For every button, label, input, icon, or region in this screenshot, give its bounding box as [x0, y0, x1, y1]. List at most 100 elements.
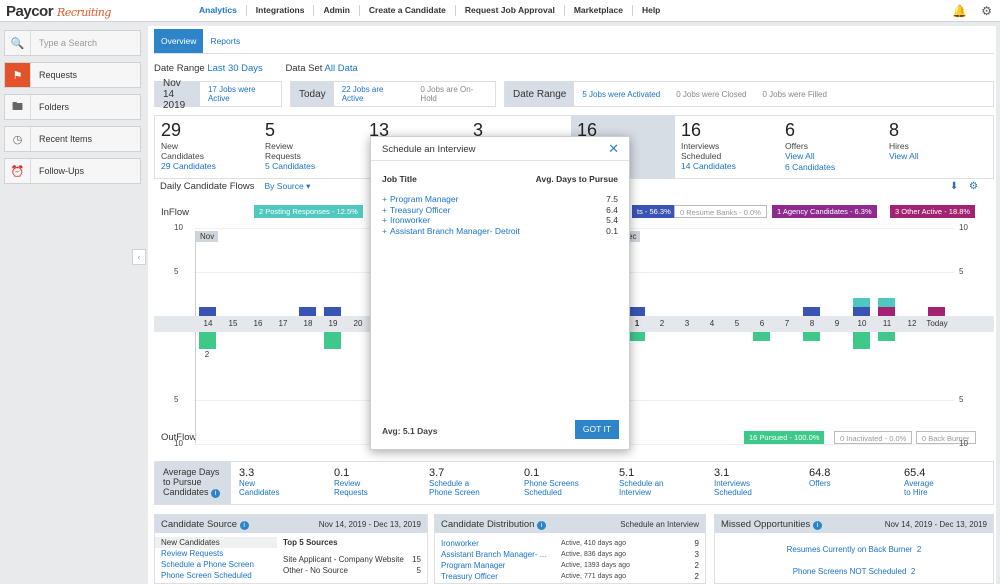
source-item-phone[interactable]: Schedule a Phone Screen [161, 560, 254, 569]
nav-integrations[interactable]: Integrations [245, 5, 314, 16]
candidate-source-panel: Candidate Source i Nov 14, 2019 - Dec 13,… [154, 514, 428, 584]
inflow-source-badge[interactable]: 2 Posting Responses - 12.5% [254, 205, 363, 218]
top-bar: Paycor Recruiting Analytics Integrations … [0, 0, 1000, 22]
jobs-active-link[interactable]: 17 Jobs were Active [207, 85, 256, 103]
panel-title: Candidate Source i [161, 519, 249, 530]
gear-icon[interactable]: ⚙ [981, 4, 992, 18]
filter-row: Date Range Last 30 Days Data Set All Dat… [154, 63, 378, 74]
average-days-value: 64.8 [809, 467, 831, 479]
jobs-active-today-link[interactable]: 22 Jobs are Active [341, 85, 384, 103]
sidebar-item-followups[interactable]: ⏰ Follow-Ups [4, 158, 141, 184]
average-days-item[interactable]: 3.7 Schedule a Phone Screen [429, 467, 480, 497]
close-icon[interactable]: ✕ [608, 141, 619, 156]
jobs-activated-link[interactable]: 5 Jobs were Activated [582, 89, 661, 99]
info-icon[interactable]: i [537, 520, 547, 530]
x-tick-label: 8 [809, 319, 815, 328]
download-icon[interactable]: ⬇ [949, 181, 959, 192]
panel-title: Candidate Distribution i [441, 519, 547, 530]
info-icon[interactable]: i [239, 520, 249, 530]
modal-row[interactable]: + Assistant Branch Manager- Detroit 0.1 [382, 225, 618, 236]
modal-row[interactable]: + Treasury Officer 6.4 [382, 204, 618, 215]
plus-icon[interactable]: + [382, 215, 387, 225]
modal-row[interactable]: + Program Manager 7.5 [382, 194, 618, 204]
stat-link[interactable]: 6 Candidates [785, 162, 836, 172]
average-days-label: Scheduled [714, 488, 752, 497]
collapse-sidebar-chevron-icon[interactable]: ‹ [132, 249, 146, 265]
stat-link[interactable]: 5 Candidates [265, 161, 316, 171]
date-range-head: Date Range [505, 81, 575, 107]
by-source-dropdown[interactable]: By Source ▾ [264, 181, 311, 191]
stat-link[interactable]: 14 Candidates [681, 161, 736, 171]
stat-link[interactable]: 29 Candidates [161, 161, 216, 171]
average-days-item[interactable]: 0.1 Review Requests [334, 467, 368, 497]
nav-help[interactable]: Help [631, 5, 669, 16]
plus-icon[interactable]: + [382, 204, 387, 215]
info-icon[interactable]: i [812, 520, 822, 530]
average-days-value: 3.7 [429, 467, 445, 479]
missed-row[interactable]: Resumes Currently on Back Burner 2 [786, 545, 922, 554]
candidate-distribution-panel: Candidate Distribution i Schedule an Inte… [434, 514, 706, 584]
tab-reports[interactable]: Reports [210, 36, 241, 46]
average-days-item[interactable]: 5.1 Schedule an Interview [619, 467, 663, 497]
date-range-link[interactable]: Last 30 Days [207, 63, 263, 74]
nav-request-job-approval[interactable]: Request Job Approval [454, 5, 564, 16]
missed-row[interactable]: Phone Screens NOT Scheduled 2 [792, 567, 916, 576]
average-days-item[interactable]: 65.4 Average to Hire [904, 467, 934, 497]
average-days-item[interactable]: 64.8 Offers [809, 467, 831, 488]
inflow-bar [853, 298, 870, 307]
distribution-row[interactable]: Treasury Officer Active, 771 days ago 2 [441, 572, 699, 581]
plus-icon[interactable]: + [382, 225, 387, 236]
average-days-label: New [239, 479, 256, 488]
inflow-bar [853, 307, 870, 316]
got-it-button[interactable]: GOT IT [575, 420, 619, 439]
settings-gear-icon[interactable]: ⚙ [969, 181, 978, 192]
nav-marketplace[interactable]: Marketplace [563, 5, 632, 16]
outflow-bar [878, 332, 895, 341]
average-days-item[interactable]: 3.3 New Candidates [239, 467, 279, 497]
info-icon[interactable]: i [211, 489, 221, 498]
top-source-row: Other - No Source 5 [283, 566, 421, 575]
sidebar-item-folders[interactable]: 🖿 Folders [4, 94, 141, 120]
outflow-label: OutFlow [161, 432, 197, 443]
distribution-row[interactable]: Ironworker Active, 410 days ago 9 [441, 539, 699, 548]
inflow-source-badge[interactable]: 0 Resume Banks - 0.0% [674, 205, 767, 218]
stat-hires: 8 Hires View All [889, 120, 989, 162]
average-days-label: Phone Screens [524, 479, 579, 488]
source-item-new[interactable]: New Candidates [155, 537, 277, 548]
source-item-review[interactable]: Review Requests [161, 549, 224, 558]
source-item-phone-scheduled[interactable]: Phone Screen Scheduled [161, 571, 252, 580]
inflow-source-badge[interactable]: 3 Other Active - 18.8% [890, 205, 976, 218]
average-days-label: to Hire [904, 488, 928, 497]
outflow-status-badge[interactable]: 0 Back Burner [916, 431, 976, 444]
search-box[interactable]: 🔍 Type a Search [4, 30, 141, 56]
plus-icon[interactable]: + [382, 194, 387, 204]
outflow-status-badge[interactable]: 16 Pursued - 100.0% [744, 431, 825, 444]
average-days-item[interactable]: 3.1 Interviews Scheduled [714, 467, 752, 497]
outflow-status-badge[interactable]: 0 Inactivated - 0.0% [834, 431, 913, 444]
inflow-source-badge[interactable]: 1 Agency Candidates - 6.3% [772, 205, 877, 218]
x-tick-label: 10 [857, 319, 867, 328]
view-all-link[interactable]: View All [785, 151, 815, 161]
nav-admin[interactable]: Admin [313, 5, 358, 16]
data-set-link[interactable]: All Data [324, 63, 358, 74]
x-tick-label: 3 [684, 319, 690, 328]
distribution-row[interactable]: Assistant Branch Manager- ... Active, 836… [441, 550, 699, 559]
sidebar-item-requests[interactable]: ⚑ Requests [4, 62, 141, 88]
paycor-logo[interactable]: Paycor Recruiting [6, 3, 111, 20]
search-input[interactable]: Type a Search [39, 38, 98, 48]
sidebar-item-recent[interactable]: ◷ Recent Items [4, 126, 141, 152]
average-days-item[interactable]: 0.1 Phone Screens Scheduled [524, 467, 579, 497]
view-all-link[interactable]: View All [889, 151, 919, 161]
nav-analytics[interactable]: Analytics [199, 5, 237, 15]
notification-bell-icon[interactable]: 🔔 [952, 4, 968, 18]
inflow-source-badge[interactable]: ts - 56.3% [632, 205, 676, 218]
modal-row[interactable]: + Ironworker 5.4 [382, 215, 618, 225]
x-tick-label: Today [926, 319, 948, 328]
average-days-label: Review [334, 479, 361, 488]
inflow-label: InFlow [161, 207, 189, 218]
nav-create-candidate[interactable]: Create a Candidate [358, 5, 455, 16]
x-tick-label: 18 [303, 319, 313, 328]
average-days-label: Schedule a [429, 479, 470, 488]
distribution-row[interactable]: Program Manager Active, 1393 days ago 2 [441, 561, 699, 570]
tab-overview[interactable]: Overview [154, 29, 204, 53]
